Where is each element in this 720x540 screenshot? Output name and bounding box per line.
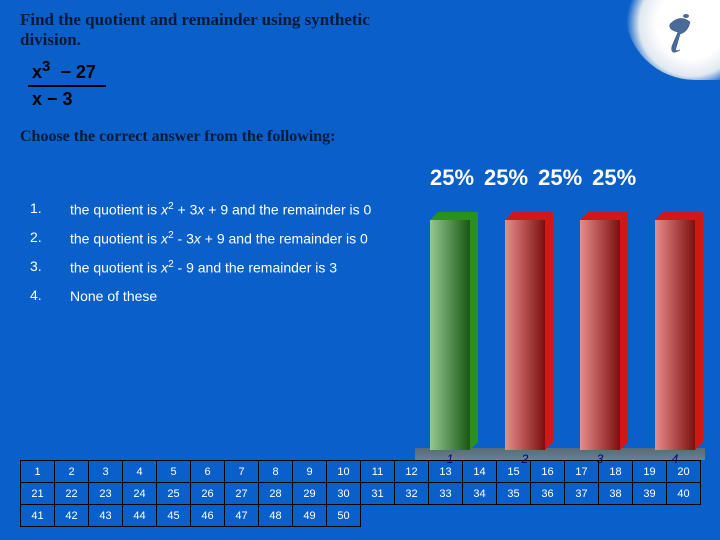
chart-bar: 3 xyxy=(580,220,620,450)
grid-cell[interactable]: 33 xyxy=(429,483,463,505)
grid-cell[interactable]: 50 xyxy=(327,505,361,527)
grid-cell[interactable]: 44 xyxy=(123,505,157,527)
grid-cell[interactable]: 36 xyxy=(531,483,565,505)
numerator: x3 − 27 xyxy=(28,58,106,83)
option-text: the quotient is x2 - 3x + 9 and the rema… xyxy=(70,229,390,248)
option-4[interactable]: 4.None of these xyxy=(30,287,390,305)
grid-cell[interactable]: 28 xyxy=(259,483,293,505)
grid-cell[interactable]: 37 xyxy=(565,483,599,505)
grid-cell[interactable]: 12 xyxy=(395,461,429,483)
percent-value: 25% xyxy=(430,165,474,190)
grid-cell[interactable]: 21 xyxy=(21,483,55,505)
grid-cell[interactable]: 26 xyxy=(191,483,225,505)
option-3[interactable]: 3.the quotient is x2 - 9 and the remaind… xyxy=(30,258,390,277)
grid-cell[interactable]: 15 xyxy=(497,461,531,483)
grid-cell[interactable]: 17 xyxy=(565,461,599,483)
grid-cell[interactable]: 13 xyxy=(429,461,463,483)
grid-cell[interactable]: 14 xyxy=(463,461,497,483)
grid-cell[interactable]: 39 xyxy=(633,483,667,505)
grid-cell[interactable]: 2 xyxy=(55,461,89,483)
grid-cell[interactable]: 32 xyxy=(395,483,429,505)
percent-labels: 25% 25% 25% 25% xyxy=(430,165,646,191)
response-chart: 1234 xyxy=(415,200,705,460)
grid-cell[interactable]: 16 xyxy=(531,461,565,483)
number-grid: 1234567891011121314151617181920212223242… xyxy=(20,460,701,527)
grid-cell[interactable]: 25 xyxy=(157,483,191,505)
grid-cell[interactable]: 41 xyxy=(21,505,55,527)
grid-cell[interactable]: 20 xyxy=(667,461,701,483)
option-text: None of these xyxy=(70,287,390,305)
grid-cell[interactable]: 38 xyxy=(599,483,633,505)
chart-bar: 4 xyxy=(655,220,695,450)
option-number: 3. xyxy=(30,258,70,277)
grid-cell[interactable]: 31 xyxy=(361,483,395,505)
grid-cell[interactable]: 11 xyxy=(361,461,395,483)
grid-cell[interactable]: 40 xyxy=(667,483,701,505)
answer-options: 1.the quotient is x2 + 3x + 9 and the re… xyxy=(30,200,390,315)
grid-cell[interactable]: 46 xyxy=(191,505,225,527)
option-2[interactable]: 2.the quotient is x2 - 3x + 9 and the re… xyxy=(30,229,390,248)
grid-cell[interactable]: 29 xyxy=(293,483,327,505)
grid-cell[interactable]: 45 xyxy=(157,505,191,527)
denominator: x − 3 xyxy=(28,89,106,110)
info-icon[interactable] xyxy=(625,0,720,80)
grid-cell[interactable]: 4 xyxy=(123,461,157,483)
question-text: Find the quotient and remainder using sy… xyxy=(20,10,400,50)
option-text: the quotient is x2 + 3x + 9 and the rema… xyxy=(70,200,390,219)
percent-value: 25% xyxy=(484,165,528,190)
grid-cell[interactable]: 18 xyxy=(599,461,633,483)
grid-cell[interactable]: 19 xyxy=(633,461,667,483)
option-number: 2. xyxy=(30,229,70,248)
grid-cell[interactable]: 6 xyxy=(191,461,225,483)
grid-cell[interactable]: 7 xyxy=(225,461,259,483)
option-number: 4. xyxy=(30,287,70,305)
grid-cell[interactable]: 30 xyxy=(327,483,361,505)
grid-cell[interactable]: 42 xyxy=(55,505,89,527)
grid-cell[interactable]: 49 xyxy=(293,505,327,527)
chart-bar: 1 xyxy=(430,220,470,450)
grid-cell[interactable]: 23 xyxy=(89,483,123,505)
option-number: 1. xyxy=(30,200,70,219)
grid-cell[interactable]: 22 xyxy=(55,483,89,505)
choose-prompt: Choose the correct answer from the follo… xyxy=(20,128,370,146)
grid-cell[interactable]: 9 xyxy=(293,461,327,483)
grid-cell[interactable]: 8 xyxy=(259,461,293,483)
fraction-bar xyxy=(28,85,106,87)
grid-cell[interactable]: 5 xyxy=(157,461,191,483)
chart-bar: 2 xyxy=(505,220,545,450)
grid-cell[interactable]: 47 xyxy=(225,505,259,527)
grid-cell[interactable]: 48 xyxy=(259,505,293,527)
expression-fraction: x3 − 27 x − 3 xyxy=(28,58,106,110)
option-1[interactable]: 1.the quotient is x2 + 3x + 9 and the re… xyxy=(30,200,390,219)
grid-cell[interactable]: 10 xyxy=(327,461,361,483)
grid-cell[interactable]: 34 xyxy=(463,483,497,505)
percent-value: 25% xyxy=(538,165,582,190)
grid-cell[interactable]: 24 xyxy=(123,483,157,505)
grid-cell[interactable]: 3 xyxy=(89,461,123,483)
option-text: the quotient is x2 - 9 and the remainder… xyxy=(70,258,390,277)
percent-value: 25% xyxy=(592,165,636,190)
grid-cell[interactable]: 35 xyxy=(497,483,531,505)
grid-cell[interactable]: 27 xyxy=(225,483,259,505)
grid-cell[interactable]: 1 xyxy=(21,461,55,483)
grid-cell[interactable]: 43 xyxy=(89,505,123,527)
